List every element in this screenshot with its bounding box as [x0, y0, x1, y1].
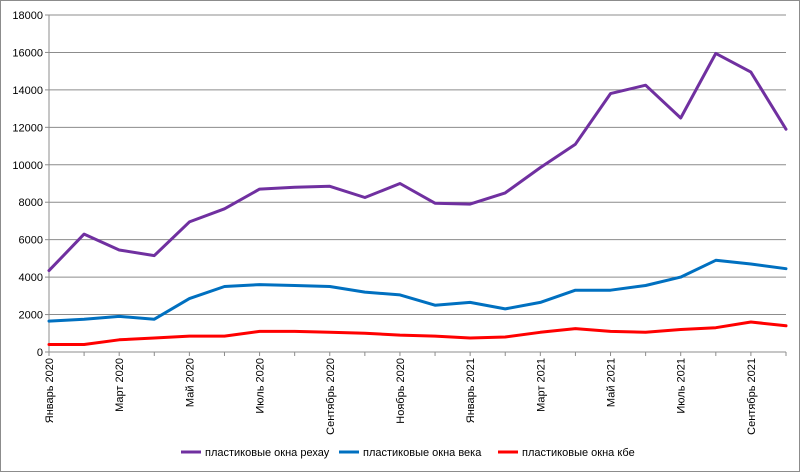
- x-tick-label: Май 2021: [606, 358, 618, 407]
- series-line-0: [49, 53, 786, 270]
- y-tick-label: 18000: [12, 10, 43, 22]
- axes: [45, 15, 786, 356]
- legend-label-0: пластиковые окна рехау: [205, 447, 330, 459]
- y-tick-label: 6000: [19, 235, 43, 247]
- x-tick-label: Январь 2021: [465, 358, 477, 423]
- x-tick-label: Сентябрь 2021: [746, 358, 758, 435]
- legend-label-2: пластиковые окна кбе: [522, 447, 635, 459]
- legend-label-1: пластиковые окна века: [363, 447, 482, 459]
- y-tick-labels: 0 2000 4000 6000 8000 10000 12000 14000 16000 180…: [12, 10, 43, 359]
- y-tick-label: 2000: [19, 310, 43, 322]
- x-tick-label: Июль 2021: [676, 358, 688, 414]
- legend: пластиковые окна рехау пластиковые окна в…: [181, 447, 635, 459]
- x-tick-labels: Январь 2020 Март 2020 Май 2020 Июль 2020 Сен…: [44, 358, 758, 435]
- x-tick-label: Май 2020: [184, 358, 196, 407]
- series-line-1: [49, 260, 786, 321]
- x-tick-label: Январь 2020: [44, 358, 56, 423]
- gridlines: [49, 15, 786, 315]
- y-tick-label: 8000: [19, 197, 43, 209]
- y-tick-label: 10000: [12, 160, 43, 172]
- x-tick-label: Март 2020: [114, 358, 126, 412]
- series-line-2: [49, 322, 786, 345]
- x-tick-label: Сентябрь 2020: [325, 358, 337, 435]
- x-tick-label: Июль 2020: [255, 358, 267, 414]
- y-tick-label: 12000: [12, 122, 43, 134]
- x-tick-label: Март 2021: [535, 358, 547, 412]
- y-tick-label: 14000: [12, 85, 43, 97]
- y-tick-label: 16000: [12, 47, 43, 59]
- y-tick-label: 0: [37, 347, 43, 359]
- series-lines: [49, 53, 786, 344]
- x-tick-label: Ноябрь 2020: [395, 358, 407, 424]
- y-tick-label: 4000: [19, 272, 43, 284]
